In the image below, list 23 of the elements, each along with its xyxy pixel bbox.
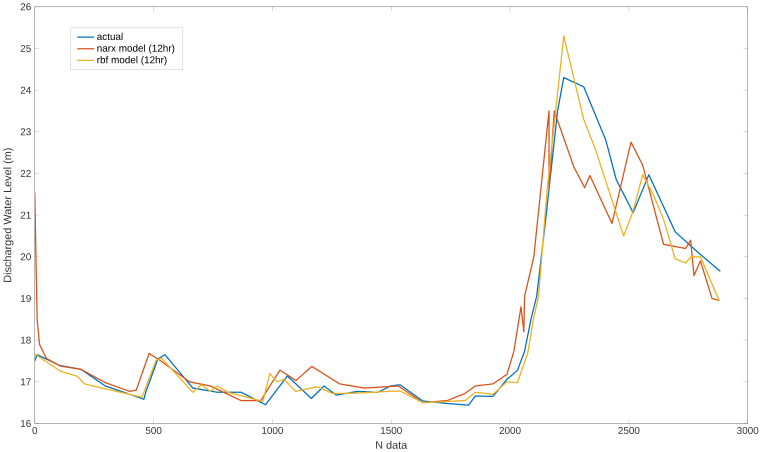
legend-label: narx model (12hr)	[97, 44, 174, 54]
y-tick-label: 16	[21, 420, 31, 427]
y-tick-label: 24	[20, 86, 31, 94]
y-axis-title: Discharged Water Level (m)	[3, 148, 14, 282]
x-tick-label: 1500	[380, 426, 402, 434]
legend-label: actual	[97, 32, 122, 40]
x-tick-label: 2000	[500, 426, 521, 434]
x-tick-label: 1000	[262, 426, 284, 434]
y-tick-label: 21	[20, 212, 31, 219]
x-tick-label: 3000	[737, 426, 758, 434]
y-tick-label: 18	[21, 336, 31, 344]
y-tick-label: 25	[20, 44, 31, 52]
y-tick-label: 22	[20, 170, 31, 177]
y-tick-label: 23	[20, 128, 31, 136]
x-axis-title: N data	[376, 440, 408, 449]
y-tick-label: 26	[20, 3, 31, 10]
y-tick-label: 19	[21, 294, 31, 302]
y-tick-label: 20	[20, 253, 31, 260]
y-tick-label: 17	[21, 378, 31, 386]
x-tick-label: 0	[32, 426, 38, 434]
legend-label: rbf model (12hr)	[97, 56, 167, 66]
x-tick-label: 500	[146, 426, 162, 434]
x-tick-label: 2500	[618, 426, 640, 434]
